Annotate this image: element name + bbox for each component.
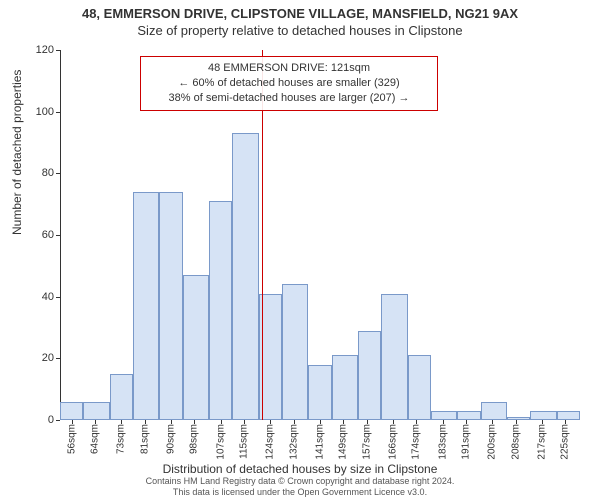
histogram-bar	[557, 411, 580, 420]
histogram-bar	[408, 355, 431, 420]
histogram-bar	[209, 201, 232, 420]
x-tick-label: 90sqm	[166, 424, 177, 454]
y-tick-label: 0	[24, 414, 54, 426]
footer-line-1: Contains HM Land Registry data © Crown c…	[0, 476, 600, 487]
histogram-bar	[183, 275, 209, 420]
histogram-bar	[507, 417, 530, 420]
y-tick-mark	[56, 420, 60, 421]
x-tick-label: 81sqm	[139, 424, 150, 454]
y-tick-mark	[56, 112, 60, 113]
x-tick-label: 115sqm	[239, 424, 250, 459]
info-box-line: 38% of semi-detached houses are larger (…	[149, 91, 429, 106]
y-tick-label: 60	[24, 229, 54, 241]
histogram-bar	[308, 365, 331, 421]
x-tick-label: 174sqm	[411, 424, 422, 460]
x-tick-label: 98sqm	[189, 424, 200, 454]
x-tick-label: 107sqm	[215, 424, 226, 460]
x-tick-label: 132sqm	[288, 424, 299, 460]
x-tick-label: 217sqm	[537, 424, 548, 460]
x-axis-title: Distribution of detached houses by size …	[0, 462, 600, 476]
histogram-bar	[332, 355, 358, 420]
histogram-bar	[431, 411, 457, 420]
histogram-bar	[358, 331, 381, 420]
plot-area: 02040608010012056sqm64sqm73sqm81sqm90sqm…	[60, 50, 580, 420]
info-box-line: ← 60% of detached houses are smaller (32…	[149, 76, 429, 91]
x-tick-label: 225sqm	[560, 424, 571, 460]
x-tick-label: 64sqm	[90, 424, 101, 454]
info-box-line: 48 EMMERSON DRIVE: 121sqm	[149, 61, 429, 76]
y-tick-label: 100	[24, 106, 54, 118]
y-tick-label: 120	[24, 44, 54, 56]
y-tick-label: 20	[24, 352, 54, 364]
histogram-bar	[381, 294, 407, 420]
footer-attribution: Contains HM Land Registry data © Crown c…	[0, 476, 600, 498]
histogram-bar	[133, 192, 159, 420]
chart-container: 48, EMMERSON DRIVE, CLIPSTONE VILLAGE, M…	[0, 0, 600, 500]
y-tick-label: 80	[24, 167, 54, 179]
subtitle: Size of property relative to detached ho…	[0, 21, 600, 38]
x-tick-label: 200sqm	[487, 424, 498, 460]
histogram-bar	[530, 411, 556, 420]
x-tick-label: 166sqm	[388, 424, 399, 460]
y-tick-mark	[56, 358, 60, 359]
y-axis-line	[60, 50, 61, 420]
histogram-bar	[60, 402, 83, 421]
histogram-bar	[457, 411, 480, 420]
histogram-bar	[110, 374, 133, 420]
y-tick-mark	[56, 173, 60, 174]
x-tick-label: 149sqm	[338, 424, 349, 460]
info-box: 48 EMMERSON DRIVE: 121sqm← 60% of detach…	[140, 56, 438, 111]
histogram-bar	[83, 402, 109, 421]
x-tick-label: 157sqm	[361, 424, 372, 460]
x-tick-label: 73sqm	[116, 424, 127, 454]
y-tick-label: 40	[24, 291, 54, 303]
x-tick-label: 191sqm	[461, 424, 472, 460]
x-tick-label: 183sqm	[437, 424, 448, 460]
histogram-bar	[159, 192, 182, 420]
x-tick-label: 141sqm	[315, 424, 326, 460]
y-tick-mark	[56, 235, 60, 236]
x-tick-label: 124sqm	[265, 424, 276, 460]
footer-line-2: This data is licensed under the Open Gov…	[0, 487, 600, 498]
y-axis-title: Number of detached properties	[10, 70, 24, 235]
histogram-bar	[481, 402, 507, 421]
title-main: 48, EMMERSON DRIVE, CLIPSTONE VILLAGE, M…	[0, 0, 600, 21]
histogram-bar	[282, 284, 308, 420]
x-tick-label: 56sqm	[66, 424, 77, 454]
y-tick-mark	[56, 297, 60, 298]
x-tick-label: 208sqm	[510, 424, 521, 460]
y-tick-mark	[56, 50, 60, 51]
histogram-bar	[232, 133, 258, 420]
